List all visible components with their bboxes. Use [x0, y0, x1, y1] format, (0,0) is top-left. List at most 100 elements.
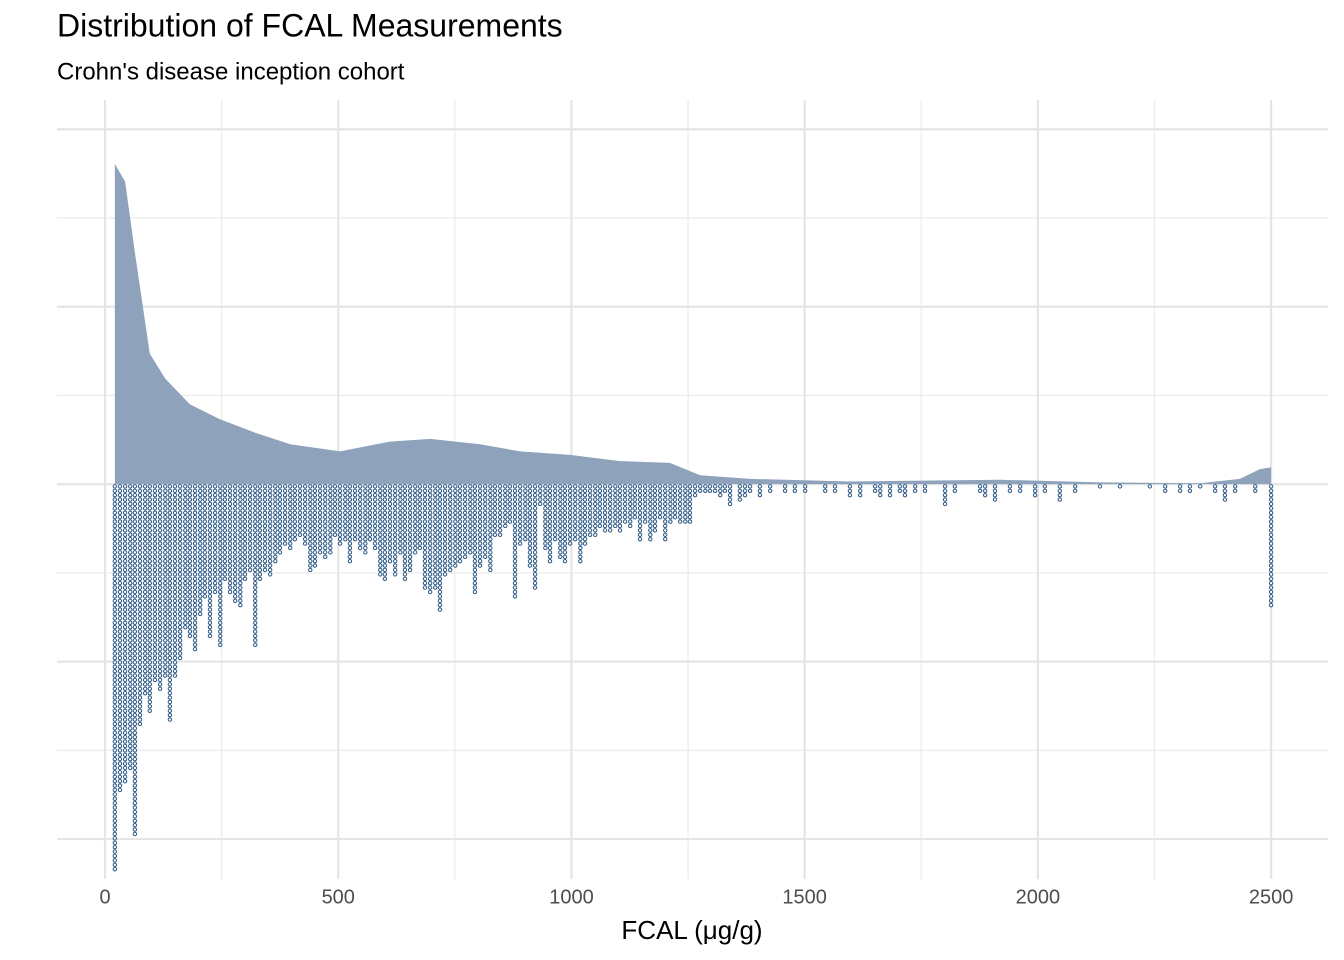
dot [147, 668, 153, 674]
dot [207, 488, 213, 493]
dot [128, 704, 133, 709]
dot [913, 484, 918, 489]
dot [202, 563, 208, 568]
dot [172, 492, 178, 498]
dot [447, 510, 453, 515]
dot [222, 550, 228, 555]
dot [578, 501, 583, 507]
dot-stack [437, 484, 443, 612]
dot [232, 576, 238, 581]
dot [302, 497, 308, 502]
dot [357, 541, 363, 546]
dot [122, 602, 128, 608]
dot [433, 488, 438, 493]
dot [398, 506, 403, 511]
dot [543, 488, 548, 493]
dot [132, 730, 138, 735]
dot [267, 550, 273, 555]
dot [112, 528, 118, 533]
dot [552, 519, 558, 524]
dot [468, 536, 473, 542]
dot [207, 602, 213, 608]
dot [558, 488, 563, 493]
dot [112, 550, 118, 555]
dot [543, 528, 548, 533]
dot [677, 492, 683, 498]
x-tick-label: 1500 [782, 886, 827, 908]
dot [137, 673, 143, 678]
dot [613, 514, 618, 520]
dot [247, 541, 253, 546]
dot [462, 492, 468, 498]
dot [942, 497, 948, 502]
dot [117, 550, 123, 555]
dot [197, 567, 203, 573]
dot [637, 506, 643, 511]
dot [137, 589, 143, 595]
dot [737, 484, 743, 489]
dot [112, 602, 118, 608]
dot [222, 488, 228, 493]
dot [288, 497, 293, 502]
dot [602, 497, 608, 502]
dot [112, 726, 118, 731]
dot [112, 598, 118, 603]
dot [122, 558, 128, 564]
dot [187, 550, 193, 555]
dot [238, 594, 243, 599]
dot-stack [767, 484, 773, 493]
dot [462, 532, 468, 537]
dot [122, 717, 128, 722]
dot [1268, 576, 1274, 581]
dot [453, 554, 458, 559]
dot [422, 519, 428, 524]
dot [167, 576, 173, 581]
dot [117, 519, 123, 524]
dot-stack [292, 484, 298, 542]
dot [238, 506, 243, 511]
dot [477, 550, 483, 555]
dot [267, 545, 273, 551]
dot [347, 554, 353, 559]
dot [132, 611, 138, 617]
dot [112, 501, 118, 507]
dot [253, 589, 258, 595]
dot [192, 624, 198, 630]
dot [142, 690, 148, 696]
dot-stack [277, 484, 283, 555]
dot [597, 514, 603, 520]
dot [497, 492, 503, 498]
dot [167, 598, 173, 603]
dot-stack [952, 484, 958, 493]
dot [1057, 492, 1063, 498]
dot [517, 532, 523, 537]
dot [232, 567, 238, 573]
dot [157, 550, 163, 555]
dot [152, 506, 158, 511]
dot [128, 655, 133, 661]
dot [172, 598, 178, 603]
dot [468, 510, 473, 515]
dot [427, 580, 433, 586]
dot [582, 514, 588, 520]
dot [507, 492, 513, 498]
dot-stack [703, 484, 708, 493]
dot [128, 510, 133, 515]
dot [207, 567, 213, 573]
dot [187, 629, 193, 634]
dot [567, 497, 573, 502]
dot [192, 497, 198, 502]
dot [767, 488, 773, 493]
dot [167, 532, 173, 537]
dot [462, 554, 468, 559]
dot [202, 589, 208, 595]
dot [112, 594, 118, 599]
dot [427, 545, 433, 551]
dot [652, 528, 658, 533]
dot [343, 501, 348, 507]
dot [312, 523, 318, 529]
dot [122, 541, 128, 546]
dot [288, 541, 293, 546]
dot [562, 545, 568, 551]
dot [382, 510, 388, 515]
